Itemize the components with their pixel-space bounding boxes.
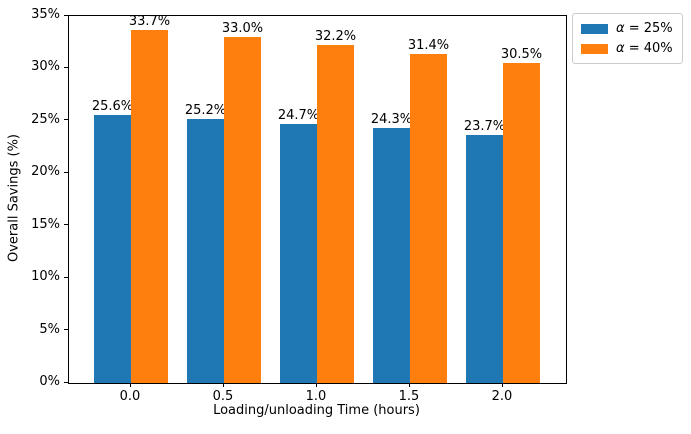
y-tick-label: 5% — [39, 321, 60, 337]
y-tick-label: 10% — [31, 269, 60, 285]
y-tick-label: 25% — [31, 111, 60, 127]
bar — [131, 29, 168, 383]
y-tick-mark — [64, 329, 68, 331]
bar-value-label: 23.7% — [463, 118, 506, 134]
bar-value-label: 31.4% — [407, 37, 450, 53]
x-tick-mark — [130, 383, 131, 387]
bar-value-label: 24.3% — [370, 112, 413, 128]
y-tick-label: 15% — [31, 216, 60, 232]
x-tick-mark — [316, 383, 317, 387]
legend-label: α = 40% — [616, 41, 673, 56]
legend-swatch — [581, 43, 608, 54]
bar — [410, 53, 447, 383]
y-tick-mark — [64, 66, 68, 68]
bar — [466, 134, 503, 383]
y-tick-label: 20% — [31, 164, 60, 180]
x-tick-mark — [223, 383, 224, 387]
y-tick-mark — [64, 276, 68, 278]
bar — [373, 128, 410, 383]
bar-value-label: 33.7% — [128, 13, 171, 29]
bar — [187, 118, 224, 383]
bar-value-label: 30.5% — [500, 47, 543, 63]
bar-value-label: 25.6% — [91, 98, 134, 114]
legend: α = 25% α = 40% — [572, 13, 683, 64]
bar — [94, 114, 131, 383]
y-tick-mark — [64, 14, 68, 16]
y-tick-mark — [64, 119, 68, 121]
x-tick-label: 0.0 — [119, 389, 141, 404]
y-tick-mark — [64, 224, 68, 226]
bar — [224, 36, 261, 383]
bar-value-label: 24.7% — [277, 108, 320, 124]
alpha-symbol: α — [616, 21, 625, 36]
y-tick-label: 0% — [39, 374, 60, 389]
legend-row: α = 25% — [581, 21, 673, 36]
legend-row: α = 40% — [581, 41, 673, 56]
y-tick-label: 30% — [31, 59, 60, 75]
y-tick-mark — [64, 381, 68, 383]
x-tick-label: 2.0 — [491, 389, 513, 404]
legend-swatch — [581, 23, 608, 34]
x-tick-label: 1.5 — [398, 389, 420, 404]
bar — [317, 45, 354, 383]
bar-value-label: 33.0% — [221, 20, 264, 36]
x-tick-label: 1.0 — [305, 389, 327, 404]
plot-area: 25.6% 33.7% 25.2% 33.0% 24.7% 32.2% 24.3% 31.4%… — [68, 13, 567, 384]
bar-value-label: 32.2% — [314, 29, 357, 45]
y-tick-mark — [64, 171, 68, 173]
legend-label: α = 25% — [616, 21, 673, 36]
bar-value-label: 25.2% — [184, 102, 227, 118]
x-tick-mark — [409, 383, 410, 387]
bar — [503, 63, 540, 383]
bar — [280, 124, 317, 383]
alpha-symbol: α — [616, 41, 625, 56]
y-tick-label: 35% — [31, 7, 60, 22]
x-tick-label: 0.5 — [212, 389, 234, 404]
x-tick-mark — [502, 383, 503, 387]
x-axis-label: Loading/unloading Time (hours) — [213, 403, 420, 418]
y-axis-label: Overall Savings (%) — [6, 133, 22, 263]
